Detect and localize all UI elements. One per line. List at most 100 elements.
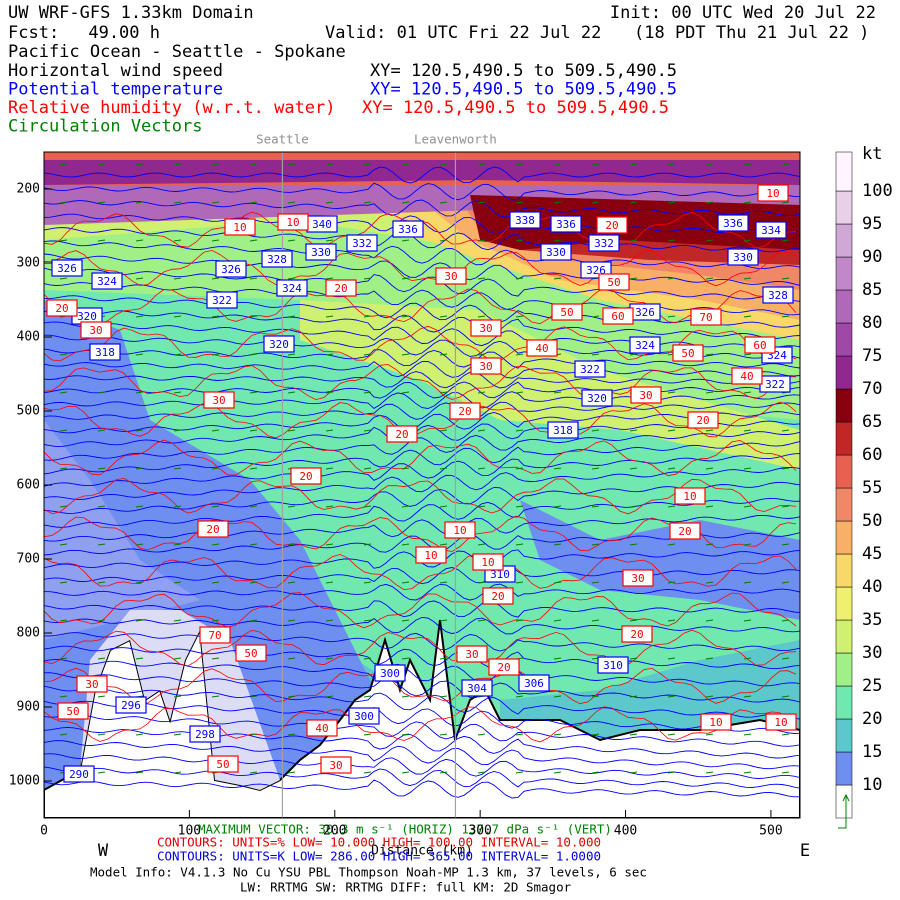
circulation-vector <box>781 695 790 698</box>
x-tick-label: 500 <box>759 824 782 839</box>
contour-label: 50 <box>66 705 79 718</box>
circulation-vector <box>249 695 258 698</box>
contour-label: 30 <box>479 322 492 335</box>
colorbar-label: 40 <box>862 577 882 597</box>
contour-label: 20 <box>55 302 68 315</box>
circulation-vector <box>363 581 372 584</box>
field-name: Relative humidity (w.r.t. water) <box>8 98 336 118</box>
contour-label: 290 <box>69 768 89 781</box>
contour-label: 30 <box>212 394 225 407</box>
rh-contour <box>44 401 797 439</box>
circulation-vector <box>743 695 752 698</box>
circulation-vector <box>781 467 790 470</box>
circulation-vector <box>173 657 182 660</box>
circulation-vector <box>439 543 448 546</box>
circulation-vector <box>173 277 182 280</box>
colorbar-label: 55 <box>862 478 882 498</box>
contour-label-box <box>63 765 95 783</box>
circulation-vector <box>743 657 752 660</box>
contour-label: 20 <box>678 525 691 538</box>
circulation-vector <box>173 163 182 166</box>
contour-label: 50 <box>607 276 620 289</box>
west-label: W <box>98 841 109 861</box>
circulation-vector <box>781 657 790 660</box>
circulation-vector <box>325 277 334 280</box>
contour-label-box <box>488 658 520 676</box>
circulation-vector <box>363 391 372 394</box>
isentrope <box>44 411 800 434</box>
rh-contour <box>44 667 797 705</box>
circulation-vector <box>287 277 296 280</box>
contour-label-box <box>305 243 337 261</box>
contour-label: 326 <box>635 306 655 319</box>
colorbar-box <box>835 520 853 555</box>
circulation-vector <box>97 391 106 394</box>
circulation-vector <box>59 581 68 584</box>
field-xy: XY= 120.5,490.5 to 509.5,490.5 <box>370 80 677 100</box>
contour-label-box <box>235 644 267 662</box>
colorbar-label: 80 <box>862 313 882 333</box>
circulation-vector <box>97 467 106 470</box>
circulation-vector <box>743 467 752 470</box>
rh-contour <box>44 553 797 591</box>
circulation-vector <box>287 201 296 204</box>
isentrope <box>44 371 800 389</box>
contour-label: 20 <box>497 661 510 674</box>
circulation-vector <box>135 733 144 736</box>
circulation-vector <box>477 619 486 622</box>
circulation-vector <box>591 695 600 698</box>
circulation-vector <box>249 619 258 622</box>
contour-label-box <box>197 520 229 538</box>
contour-label: 70 <box>208 629 221 642</box>
contour-label: 20 <box>395 428 408 441</box>
circulation-vector <box>287 771 296 774</box>
circulation-vector <box>249 391 258 394</box>
circulation-vector <box>325 619 334 622</box>
wind-shading <box>44 420 200 640</box>
contour-label-box <box>669 522 701 540</box>
contour-label: 30 <box>639 389 652 402</box>
contour-label-box <box>470 319 502 337</box>
contour-label-box <box>320 756 352 774</box>
contour-label-box <box>470 357 502 375</box>
circulation-vector <box>287 581 296 584</box>
contour-label: 30 <box>329 759 342 772</box>
isentrope <box>44 497 800 528</box>
colorbar-label: 70 <box>862 379 882 399</box>
circulation-vector <box>629 353 638 356</box>
circulation-vector <box>743 733 752 736</box>
contour-label: 320 <box>587 392 607 405</box>
field-xy: XY= 120.5,490.5 to 509.5,490.5 <box>362 98 669 118</box>
isentrope <box>44 481 800 514</box>
circulation-vector <box>363 277 372 280</box>
circulation-vector <box>439 239 448 242</box>
contour-label: 50 <box>216 758 229 771</box>
circulation-vector <box>743 353 752 356</box>
contour-label: 20 <box>206 523 219 536</box>
contour-label-box <box>717 214 749 232</box>
circulation-vector <box>439 315 448 318</box>
circulation-vector <box>401 619 410 622</box>
circulation-vector <box>781 771 790 774</box>
isentrope <box>44 199 800 218</box>
circulation-vector <box>705 163 714 166</box>
colorbar-label: 95 <box>862 214 882 234</box>
isentrope <box>44 740 800 770</box>
contour-label: 326 <box>57 262 77 275</box>
circulation-vector <box>97 505 106 508</box>
circulation-vector <box>591 733 600 736</box>
fcst-hours: 49.00 h <box>88 23 160 43</box>
circulation-vector <box>59 619 68 622</box>
circulation-vector <box>515 467 524 470</box>
colorbar-box <box>835 751 853 786</box>
circulation-vector <box>59 429 68 432</box>
circulation-vector <box>705 619 714 622</box>
circulation-vector <box>477 771 486 774</box>
circulation-vector <box>173 695 182 698</box>
contour-label-box <box>415 546 447 564</box>
circulation-vector <box>705 391 714 394</box>
circulation-vector <box>629 771 638 774</box>
circulation-vector <box>173 353 182 356</box>
circulation-vector <box>401 277 410 280</box>
contour-label: 340 <box>312 218 332 231</box>
